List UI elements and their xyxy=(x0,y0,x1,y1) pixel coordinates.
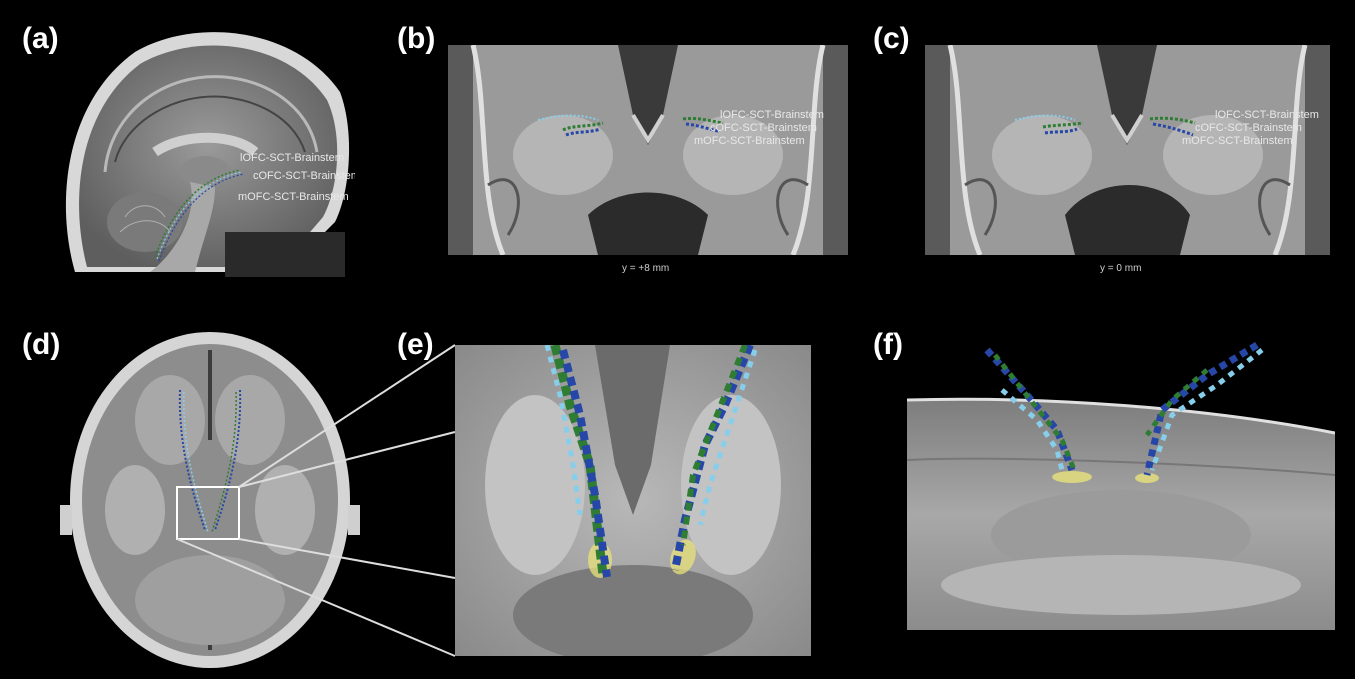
axial-brain-panel xyxy=(60,332,360,668)
zoom-box xyxy=(176,486,240,540)
tract-label-lofc-c: lOFC-SCT-Brainstem xyxy=(1215,109,1319,121)
panel-letter-f: (f) xyxy=(873,328,903,361)
panel-letter-e: (e) xyxy=(397,328,434,361)
tract-label-cofc-c: cOFC-SCT-Brainstem xyxy=(1195,122,1302,134)
tract-label-lofc-a: lOFC-SCT-Brainstem xyxy=(240,152,344,164)
panel-letter-a: (a) xyxy=(22,22,59,55)
tract-label-mofc-b: mOFC-SCT-Brainstem xyxy=(694,135,805,147)
tract-label-mofc-c: mOFC-SCT-Brainstem xyxy=(1182,135,1293,147)
coronal-brain-panel-c: lOFC-SCT-Brainstem cOFC-SCT-Brainstem mO… xyxy=(925,45,1330,255)
panel-letter-d: (d) xyxy=(22,328,61,361)
sagittal-brain-panel: lOFC-SCT-Brainstem cOFC-SCT-Brainstem mO… xyxy=(65,32,355,277)
tract-label-cofc-b: cOFC-SCT-Brainstem xyxy=(710,122,817,134)
zoomed-midbrain-panel xyxy=(455,345,811,656)
panel-letter-b: (b) xyxy=(397,22,436,55)
tract-label-cofc-a: cOFC-SCT-Brainstem xyxy=(253,170,355,182)
coordinate-label-b: y = +8 mm xyxy=(622,263,670,274)
coordinate-label-c: y = 0 mm xyxy=(1100,263,1142,274)
coronal-brain-panel-b: lOFC-SCT-Brainstem cOFC-SCT-Brainstem mO… xyxy=(448,45,848,255)
perspective-midbrain-panel xyxy=(907,341,1335,630)
tract-label-lofc-b: lOFC-SCT-Brainstem xyxy=(720,109,824,121)
panel-letter-c: (c) xyxy=(873,22,910,55)
tract-label-mofc-a: mOFC-SCT-Brainstem xyxy=(238,191,349,203)
